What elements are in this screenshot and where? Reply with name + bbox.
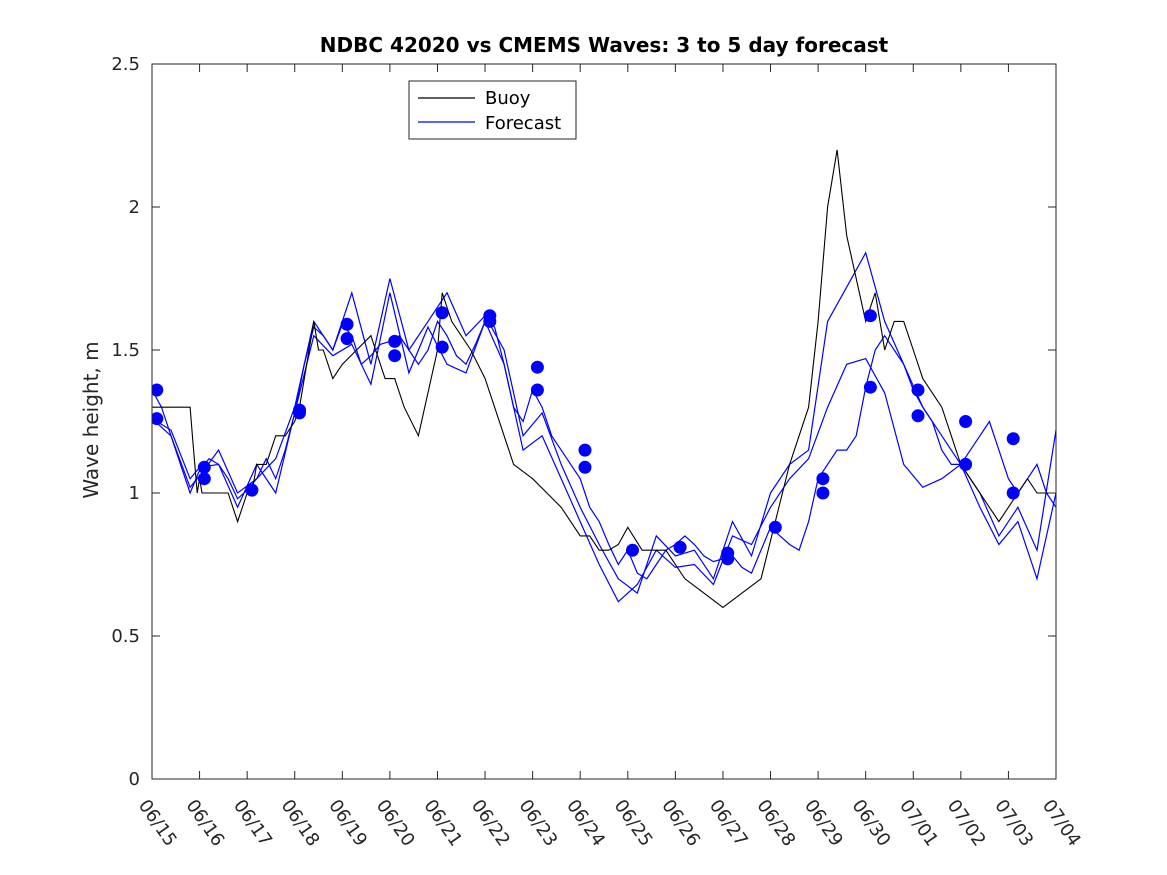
y-tick-label: 1 xyxy=(129,483,140,504)
series-group xyxy=(152,149,1056,609)
legend: Buoy Forecast xyxy=(408,80,577,140)
legend-buoy-label: Buoy xyxy=(485,88,531,109)
y-tick-label: 2.5 xyxy=(111,54,140,75)
y-tick-label: 2 xyxy=(129,197,140,218)
forecast-point xyxy=(816,472,830,486)
forecast-point xyxy=(435,340,449,354)
forecast-point xyxy=(1006,432,1020,446)
forecast-point xyxy=(152,412,164,426)
chart-title: NDBC 42020 vs CMEMS Waves: 3 to 5 day fo… xyxy=(320,33,889,57)
y-tick-label: 0 xyxy=(129,769,140,790)
forecast-point xyxy=(816,486,830,500)
y-tick-label: 1.5 xyxy=(111,340,140,361)
forecast-point xyxy=(578,460,592,474)
buoy-line xyxy=(152,149,1056,609)
forecast-point xyxy=(245,483,259,497)
forecast-point xyxy=(435,306,449,320)
forecast-point xyxy=(626,543,639,557)
forecast-point xyxy=(388,349,402,363)
axes-frame xyxy=(151,63,1057,780)
forecast-point xyxy=(293,406,306,420)
forecast-point xyxy=(911,383,925,397)
forecast-point xyxy=(152,383,164,397)
forecast-point xyxy=(721,552,735,566)
forecast-point xyxy=(863,309,877,323)
y-axis-label: Wave height, m xyxy=(79,341,103,498)
forecast-point xyxy=(959,415,973,428)
forecast-point xyxy=(340,332,354,346)
forecast-point xyxy=(483,314,497,328)
forecast-point xyxy=(959,457,973,471)
forecast-point xyxy=(340,317,354,331)
forecast-point xyxy=(530,383,544,397)
forecast-point xyxy=(911,409,925,423)
forecast-point xyxy=(578,443,592,457)
forecast-point xyxy=(197,460,211,474)
forecast-point xyxy=(673,540,687,554)
forecast-point xyxy=(768,520,782,534)
legend-forecast-label: Forecast xyxy=(485,113,561,134)
forecast-point xyxy=(530,360,544,374)
forecast-point xyxy=(863,380,877,394)
forecast-point xyxy=(1006,486,1020,500)
forecast-line xyxy=(152,320,1056,580)
forecast-point xyxy=(388,334,402,348)
y-tick-label: 0.5 xyxy=(111,626,140,647)
legend-box xyxy=(408,80,577,140)
forecast-point xyxy=(197,472,211,486)
plot-area xyxy=(152,149,1056,609)
